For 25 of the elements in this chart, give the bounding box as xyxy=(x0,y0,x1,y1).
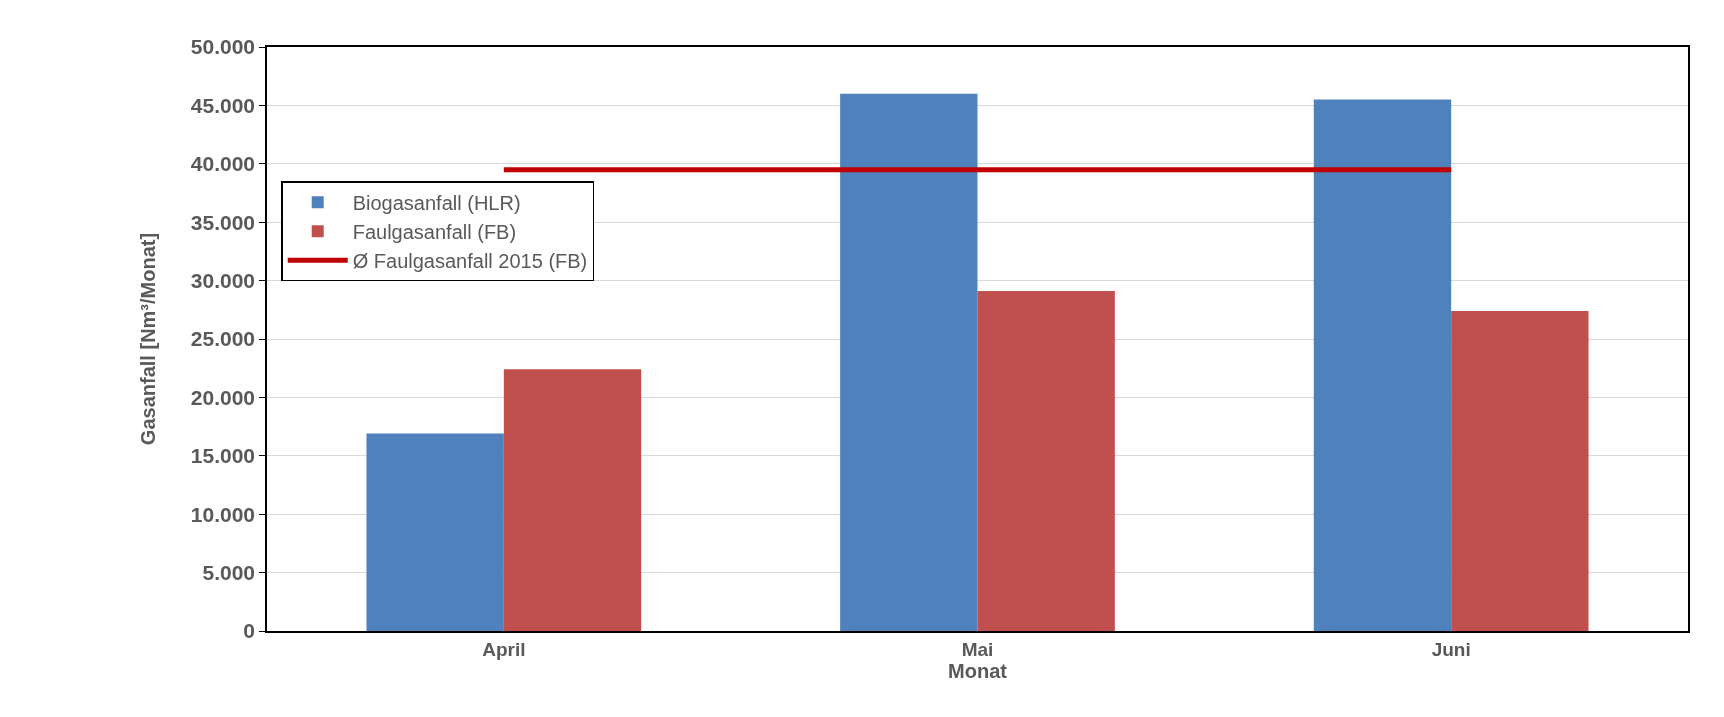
y-axis-title: Gasanfall [Nm³/Monat] xyxy=(136,232,159,446)
bar xyxy=(1451,310,1589,631)
legend-label: Ø Faulgasanfall 2015 (FB) xyxy=(352,250,588,273)
y-tick-label: 30.000 xyxy=(190,268,256,292)
bar xyxy=(366,433,504,631)
y-tick-label: 0 xyxy=(243,619,256,643)
legend-label: Biogasanfall (HLR) xyxy=(352,192,521,215)
bar xyxy=(1313,99,1452,631)
legend-label: Faulgasanfall (FB) xyxy=(352,221,517,244)
x-tick-label: Mai xyxy=(961,638,994,660)
x-tick-label: Juni xyxy=(1431,638,1471,660)
bar xyxy=(503,369,642,631)
bar xyxy=(840,93,978,631)
y-tick-label: 25.000 xyxy=(190,327,256,351)
y-tick-label: 35.000 xyxy=(190,210,256,234)
y-tick-label: 10.000 xyxy=(190,502,256,526)
bar xyxy=(977,291,1115,631)
y-tick-label: 40.000 xyxy=(190,152,256,176)
x-axis-title: Monat xyxy=(948,659,1008,682)
x-tick-label: April xyxy=(482,638,526,660)
y-tick-label: 20.000 xyxy=(190,385,256,409)
y-tick-label: 45.000 xyxy=(190,93,256,117)
y-tick-label: 50.000 xyxy=(190,35,256,59)
y-tick-label: 5.000 xyxy=(202,560,256,584)
y-tick-label: 15.000 xyxy=(190,444,256,468)
